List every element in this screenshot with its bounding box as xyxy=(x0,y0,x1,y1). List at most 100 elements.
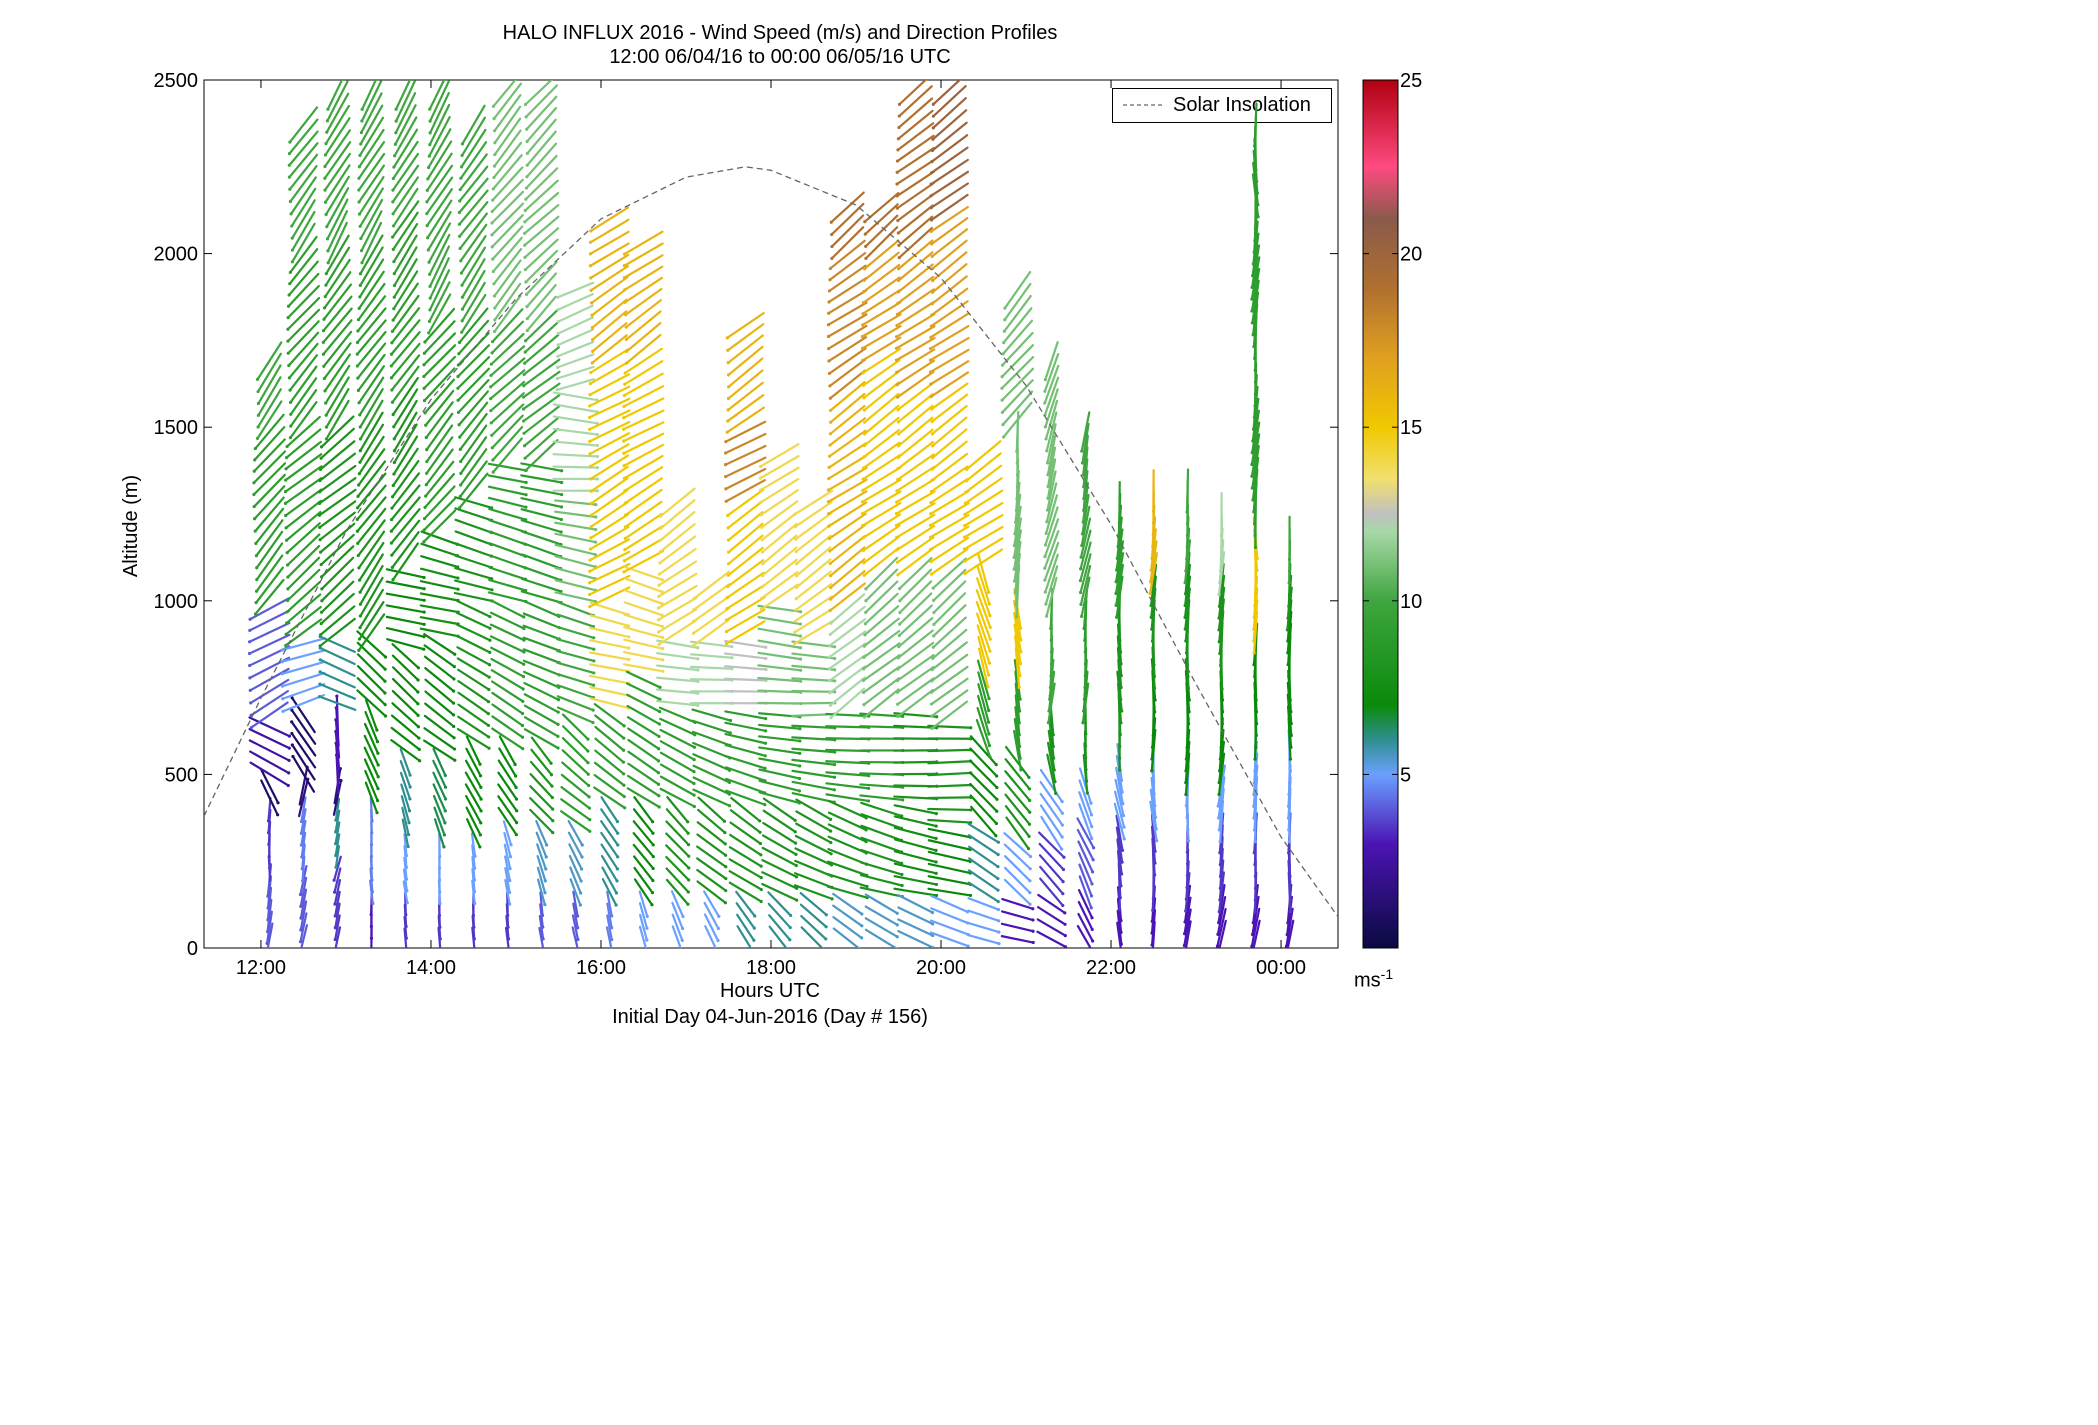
wind-arrow xyxy=(471,926,476,948)
wind-arrow-head xyxy=(247,651,252,656)
wind-arrow xyxy=(335,753,340,795)
wind-arrow xyxy=(1218,919,1227,948)
wind-arrow xyxy=(1077,851,1094,886)
wind-arrow xyxy=(364,698,378,732)
wind-arrow xyxy=(419,580,460,591)
wind-arrow-head xyxy=(895,206,900,210)
wind-arrow xyxy=(725,777,766,794)
wind-arrow xyxy=(1286,610,1293,654)
wind-arrow xyxy=(523,416,560,447)
wind-arrow-head xyxy=(394,107,398,111)
wind-arrow xyxy=(1043,541,1060,582)
wind-arrow-head xyxy=(657,572,662,576)
wind-arrow xyxy=(761,871,798,890)
wind-arrow xyxy=(967,921,1000,934)
wind-arrow-head xyxy=(1186,733,1190,738)
wind-arrow-head xyxy=(623,806,627,810)
wind-arrow-head xyxy=(392,449,397,453)
wind-arrow xyxy=(659,499,696,530)
wind-arrow-head xyxy=(930,667,934,672)
wind-arrow-head xyxy=(1217,828,1221,832)
wind-arrow-head xyxy=(1253,863,1257,867)
wind-arrow-head xyxy=(1028,891,1032,895)
wind-arrow xyxy=(1253,539,1258,584)
wind-arrow-head xyxy=(794,549,798,554)
wind-arrow xyxy=(359,411,384,452)
wind-arrow-head xyxy=(425,200,429,204)
wind-arrow xyxy=(359,234,384,275)
wind-arrow xyxy=(1015,576,1020,618)
wind-arrow-head xyxy=(319,621,323,626)
wind-arrow xyxy=(725,620,766,645)
wind-arrow xyxy=(471,903,475,929)
wind-arrow xyxy=(392,447,419,487)
wind-arrow-head xyxy=(541,937,545,941)
wind-arrow xyxy=(284,488,323,517)
wind-arrow-head xyxy=(358,449,362,453)
x-axis-sublabel: Initial Day 04-Jun-2016 (Day # 156) xyxy=(612,1006,928,1028)
wind-arrow xyxy=(1004,866,1032,894)
wind-arrow-head xyxy=(1044,602,1048,606)
wind-arrow-head xyxy=(360,107,364,111)
wind-arrow-head xyxy=(491,470,495,474)
wind-arrow xyxy=(1043,530,1060,570)
wind-arrow-head xyxy=(556,343,560,347)
wind-arrow xyxy=(976,565,991,606)
wind-arrow-head xyxy=(289,212,293,216)
wind-arrow xyxy=(975,718,992,759)
wind-arrow-head xyxy=(543,903,547,907)
wind-arrow-head xyxy=(588,404,592,408)
wind-arrow xyxy=(255,566,284,604)
wind-arrow-head xyxy=(322,306,327,310)
wind-arrow-head xyxy=(1286,651,1290,655)
wind-arrow-head xyxy=(443,785,448,789)
wind-arrow-head xyxy=(1150,639,1155,643)
wind-arrow xyxy=(1079,517,1092,559)
wind-arrow-head xyxy=(728,756,732,760)
wind-arrow xyxy=(893,804,938,815)
wind-arrow xyxy=(569,878,582,907)
wind-arrow-head xyxy=(661,658,665,662)
wind-arrow-head xyxy=(588,829,592,833)
wind-arrow-head xyxy=(1253,356,1257,361)
wind-arrow xyxy=(897,617,934,648)
wind-arrow-head xyxy=(369,913,373,917)
wind-arrow-head xyxy=(860,949,863,952)
wind-arrow-head xyxy=(588,264,593,268)
wind-arrow-head xyxy=(324,401,328,405)
wind-arrow-head xyxy=(460,142,465,146)
wind-arrow-head xyxy=(520,735,525,739)
wind-arrow-head xyxy=(404,913,408,917)
wind-arrow xyxy=(456,344,491,378)
wind-arrow xyxy=(659,487,696,518)
wind-arrow xyxy=(437,903,441,929)
wind-arrow-head xyxy=(760,538,764,542)
wind-arrow xyxy=(288,342,319,379)
wind-arrow-head xyxy=(522,384,526,388)
wind-arrow-head xyxy=(930,714,934,718)
wind-arrow-head xyxy=(930,419,934,424)
wind-arrow xyxy=(860,848,903,865)
wind-arrow xyxy=(522,636,561,652)
wind-arrow xyxy=(402,880,409,904)
wind-arrow-head xyxy=(418,759,422,763)
wind-arrow xyxy=(725,479,766,503)
wind-arrow xyxy=(896,440,935,470)
wind-arrow xyxy=(493,270,522,310)
wind-arrow xyxy=(969,759,998,789)
wind-arrow-head xyxy=(405,901,409,905)
wind-arrow-head xyxy=(615,879,619,883)
wind-arrow xyxy=(253,438,286,473)
wind-arrow xyxy=(318,476,357,505)
wind-arrow xyxy=(828,642,867,670)
wind-arrow xyxy=(830,226,865,260)
wind-arrow xyxy=(425,424,454,463)
wind-arrow xyxy=(400,795,411,824)
wind-arrow-head xyxy=(457,210,461,215)
wind-arrow xyxy=(465,818,481,849)
wind-arrow xyxy=(893,826,938,840)
wind-arrow-head xyxy=(828,278,832,282)
wind-arrow xyxy=(632,843,655,870)
wind-arrow-head xyxy=(1217,616,1221,620)
wind-arrow xyxy=(859,873,904,887)
